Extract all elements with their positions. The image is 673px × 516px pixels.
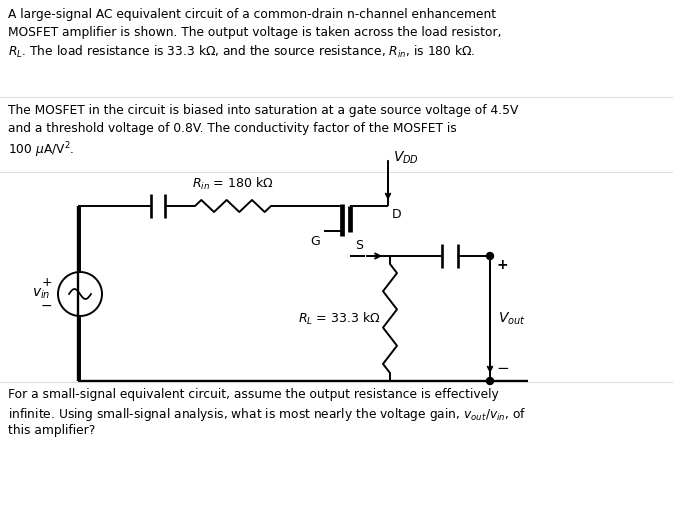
Text: For a small-signal equivalent circuit, assume the output resistance is effective: For a small-signal equivalent circuit, a…	[8, 388, 499, 401]
Text: S: S	[355, 239, 363, 252]
Text: and a threshold voltage of 0.8V. The conductivity factor of the MOSFET is: and a threshold voltage of 0.8V. The con…	[8, 122, 457, 135]
Text: −: −	[496, 361, 509, 376]
Text: +: +	[496, 258, 507, 272]
Text: $V_{out}$: $V_{out}$	[498, 310, 526, 327]
Text: $v_{in}$: $v_{in}$	[32, 287, 50, 301]
Text: this amplifier?: this amplifier?	[8, 424, 96, 437]
Text: infinite. Using small-signal analysis, what is most nearly the voltage gain, $v_: infinite. Using small-signal analysis, w…	[8, 406, 526, 423]
Text: −: −	[40, 299, 52, 313]
Text: $R_{in}$ = 180 k$\Omega$: $R_{in}$ = 180 k$\Omega$	[192, 176, 274, 192]
Text: +: +	[41, 276, 52, 288]
Circle shape	[487, 378, 493, 384]
Text: $R_L$. The load resistance is 33.3 k$\Omega$, and the source resistance, $R_{in}: $R_L$. The load resistance is 33.3 k$\Om…	[8, 44, 475, 60]
Text: MOSFET amplifier is shown. The output voltage is taken across the load resistor,: MOSFET amplifier is shown. The output vo…	[8, 26, 501, 39]
Text: $V_{DD}$: $V_{DD}$	[393, 150, 419, 166]
Text: $R_L$ = 33.3 k$\Omega$: $R_L$ = 33.3 k$\Omega$	[297, 311, 380, 327]
Text: G: G	[310, 235, 320, 248]
Text: D: D	[392, 208, 402, 221]
Text: A large-signal AC equivalent circuit of a common-drain n-channel enhancement: A large-signal AC equivalent circuit of …	[8, 8, 496, 21]
Text: 100 $\mu$A/V$^2$.: 100 $\mu$A/V$^2$.	[8, 140, 75, 159]
Circle shape	[487, 252, 493, 260]
Text: The MOSFET in the circuit is biased into saturation at a gate source voltage of : The MOSFET in the circuit is biased into…	[8, 104, 518, 117]
